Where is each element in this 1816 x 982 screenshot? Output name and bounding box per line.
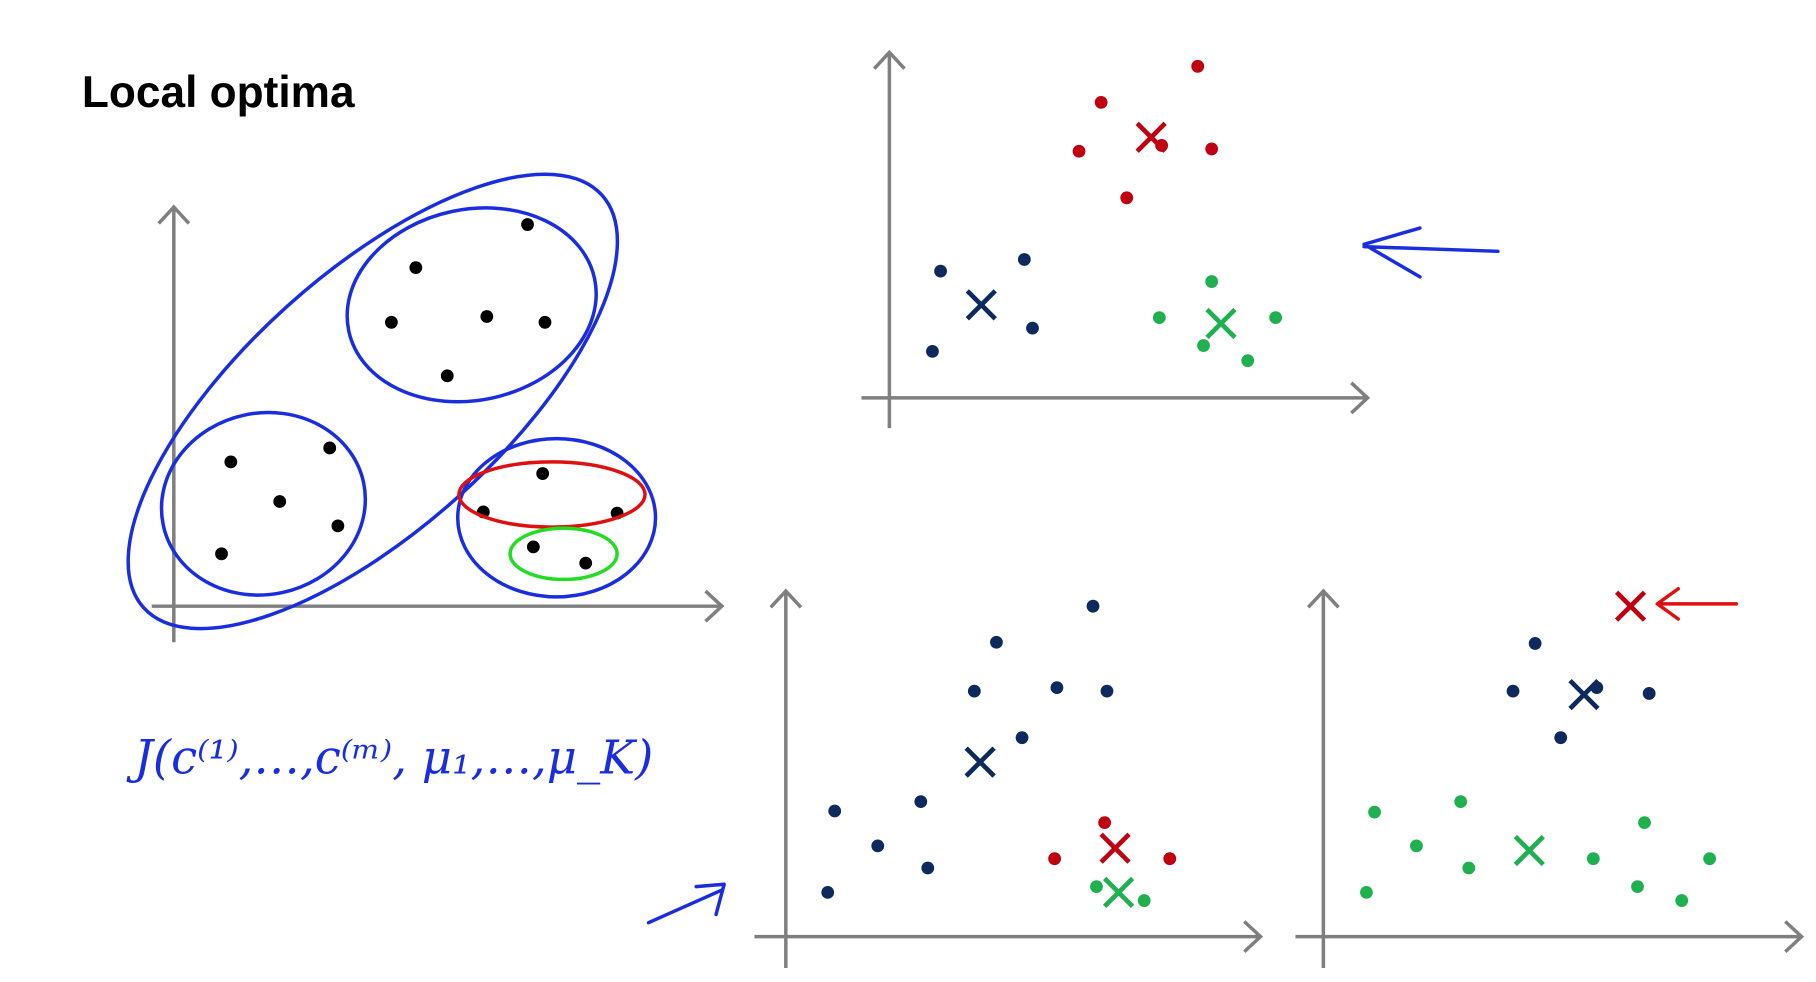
point: [1015, 731, 1029, 745]
point: [1454, 795, 1468, 809]
cluster-outline: [508, 526, 619, 582]
point: [1205, 142, 1219, 156]
point: [1072, 144, 1086, 158]
point: [1050, 681, 1064, 695]
point: [1152, 311, 1166, 325]
axis: [1295, 920, 1805, 954]
point: [331, 519, 345, 533]
centroid: [1102, 876, 1135, 909]
point: [1205, 275, 1219, 288]
cluster-outline: [455, 436, 658, 599]
arrow: [1655, 586, 1739, 621]
point: [1191, 59, 1205, 73]
cluster-outline: [457, 460, 647, 529]
point: [224, 455, 238, 469]
axis: [861, 381, 1371, 415]
point: [323, 441, 337, 455]
point: [1086, 599, 1100, 613]
axis: [151, 589, 725, 623]
point: [273, 495, 287, 508]
centroid: [1568, 679, 1600, 711]
point: [967, 684, 981, 698]
point: [1241, 354, 1255, 368]
point: [934, 264, 947, 278]
point: [215, 547, 228, 561]
cluster-outline: [345, 206, 598, 404]
point: [1642, 687, 1656, 700]
point: [409, 261, 423, 275]
centroid: [1135, 121, 1167, 153]
point: [579, 556, 593, 570]
cluster-outline: [126, 172, 620, 631]
centroid: [1205, 307, 1237, 340]
axis: [769, 588, 803, 969]
point: [521, 218, 534, 231]
point: [1675, 894, 1689, 907]
point: [1269, 311, 1283, 325]
point: [536, 467, 550, 480]
point: [921, 861, 935, 875]
point: [821, 886, 835, 899]
centroid: [964, 746, 996, 778]
point: [480, 310, 494, 323]
point: [926, 344, 939, 358]
cluster-outline: [159, 410, 368, 597]
axis: [157, 204, 191, 643]
point: [1410, 839, 1423, 853]
point: [1090, 880, 1103, 893]
point: [1197, 339, 1210, 352]
point: [1506, 684, 1520, 698]
point: [1462, 861, 1476, 875]
centroid: [1614, 590, 1647, 622]
arrow: [1362, 226, 1500, 279]
point: [1368, 805, 1381, 819]
point: [1026, 321, 1039, 335]
point: [1017, 253, 1031, 266]
point: [1360, 886, 1373, 899]
point: [871, 839, 885, 853]
point: [914, 795, 928, 809]
point: [1137, 894, 1151, 907]
axis: [1306, 588, 1340, 969]
point: [1163, 852, 1177, 866]
point: [1120, 191, 1134, 205]
formula: J(c⁽¹⁾,…,c⁽ᵐ⁾, μ₁,…,μ_K): [126, 731, 653, 785]
point: [538, 315, 552, 329]
point: [1100, 684, 1114, 698]
point: [1638, 816, 1651, 829]
axis: [754, 920, 1264, 954]
point: [1048, 852, 1062, 866]
point: [1631, 880, 1644, 893]
centroid: [1513, 834, 1545, 867]
point: [1703, 852, 1717, 866]
slide-title: Local optima: [82, 68, 355, 117]
point: [1554, 731, 1568, 745]
point: [440, 369, 454, 383]
point: [385, 315, 398, 329]
point: [1586, 852, 1600, 866]
drawing: [126, 49, 1805, 969]
axis: [872, 49, 906, 429]
point: [1528, 637, 1542, 650]
centroid: [965, 289, 997, 321]
point: [1094, 95, 1108, 109]
arrow: [646, 882, 726, 925]
point: [526, 540, 540, 554]
point: [828, 804, 842, 818]
centroid: [1099, 832, 1131, 864]
point: [1098, 816, 1112, 829]
point: [990, 635, 1003, 649]
